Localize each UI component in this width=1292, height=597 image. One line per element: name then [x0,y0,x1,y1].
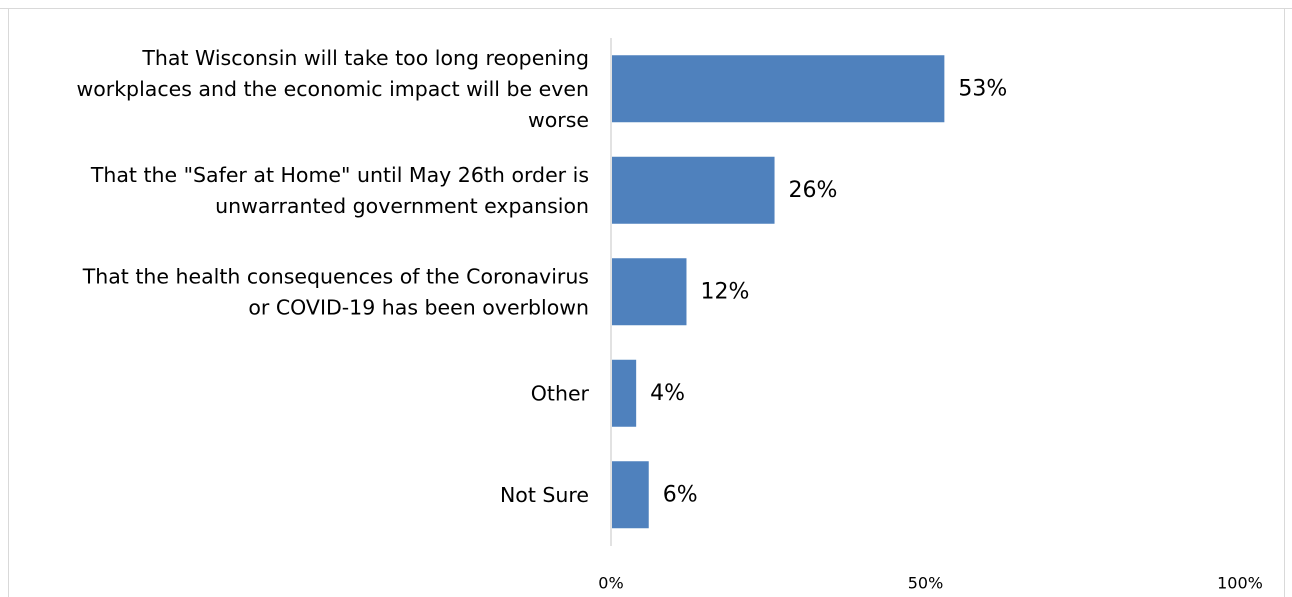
bar [612,55,945,123]
data-label: 26% [789,178,838,203]
data-label: 6% [663,482,698,507]
data-label: 4% [650,381,685,406]
data-label: 53% [958,76,1007,101]
plot-area: 53% That Wisconsin will take too long reo… [76,46,1262,593]
category-label: That the "Safer at Home" until May 26th … [90,163,589,187]
category-label: Other [531,381,590,405]
category-label: That the health consequences of the Coro… [82,264,589,288]
bar [612,258,687,326]
bar [612,359,637,427]
x-tick-label: 0% [598,574,623,593]
category-label: unwarranted government expansion [215,194,589,218]
data-label: 12% [700,279,749,304]
category-label: worse [528,108,589,132]
category-label: workplaces and the economic impact will … [76,77,589,101]
bar [612,156,775,224]
category-label: That Wisconsin will take too long reopen… [141,46,589,70]
bar [612,461,649,529]
category-label: or COVID-19 has been overblown [248,295,589,319]
category-label: Not Sure [500,483,589,507]
x-tick-label: 50% [908,574,944,593]
x-tick-label: 100% [1217,574,1263,593]
